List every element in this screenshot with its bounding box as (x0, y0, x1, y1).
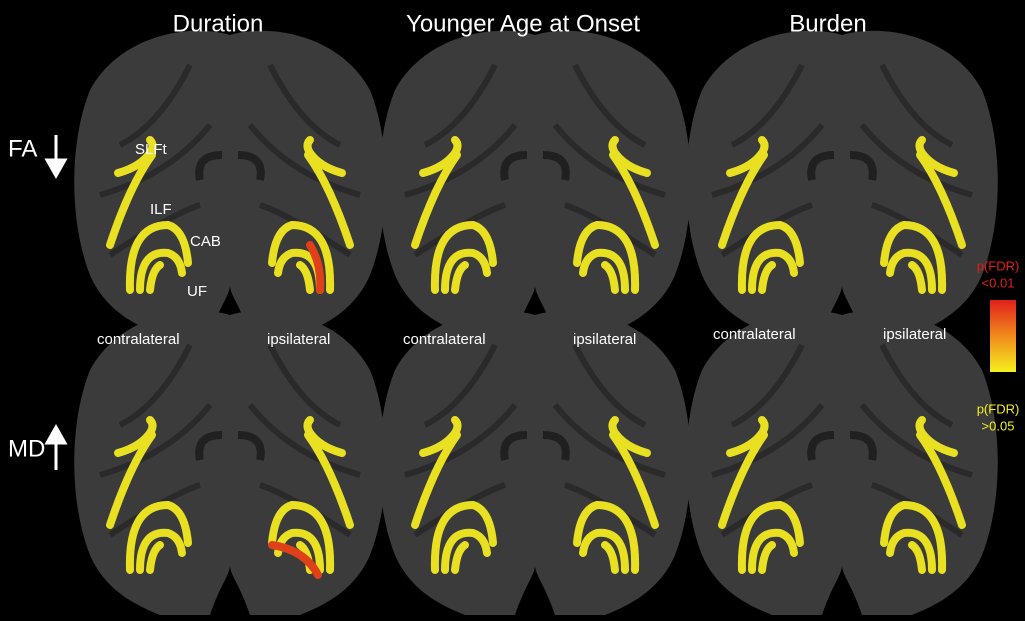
side-label: contralateral (97, 331, 180, 348)
column-title: Burden (789, 10, 866, 37)
panels (74, 31, 998, 615)
colorbar-label: p(FDR) (977, 401, 1020, 416)
column-title: Younger Age at Onset (406, 10, 640, 37)
side-label: ipsilateral (883, 326, 946, 343)
side-label: contralateral (403, 331, 486, 348)
tract-label: ILF (150, 201, 172, 218)
colorbar-label: >0.05 (982, 418, 1015, 433)
column-title: Duration (173, 10, 264, 37)
side-label: ipsilateral (573, 331, 636, 348)
side-label: contralateral (713, 326, 796, 343)
colorbar-label: <0.01 (982, 275, 1015, 290)
figure: Duration Younger Age at Onset Burden FA … (0, 0, 1025, 621)
colorbar (990, 300, 1016, 372)
colorbar-label: p(FDR) (977, 258, 1020, 273)
row-label: MD (8, 435, 45, 462)
row-label: FA (8, 135, 37, 162)
tract-label: SLFt (135, 141, 168, 158)
tract-label: CAB (190, 233, 221, 250)
tract-label: UF (187, 283, 207, 300)
side-label: ipsilateral (267, 331, 330, 348)
